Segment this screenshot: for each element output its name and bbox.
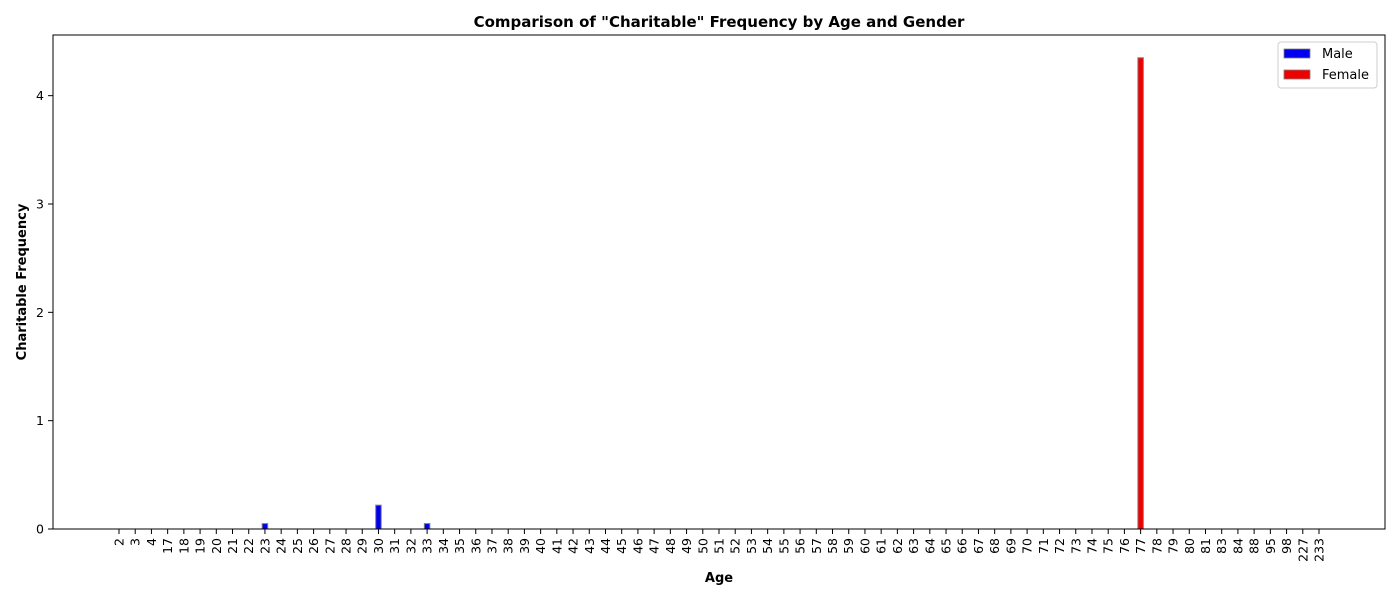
x-tick-label: 39 xyxy=(517,538,532,554)
x-tick-label: 59 xyxy=(841,538,856,554)
x-tick-label: 23 xyxy=(257,538,272,554)
x-tick-label: 26 xyxy=(306,538,321,554)
x-tick-label: 73 xyxy=(1068,538,1083,554)
x-tick-label: 44 xyxy=(598,538,613,554)
x-tick-label: 49 xyxy=(679,538,694,554)
x-tick-label: 40 xyxy=(533,538,548,554)
y-tick-label: 2 xyxy=(36,305,44,320)
legend-swatch-female xyxy=(1283,69,1311,80)
x-tick-label: 233 xyxy=(1312,538,1327,562)
x-tick-label: 98 xyxy=(1279,538,1294,554)
x-tick-label: 24 xyxy=(274,538,289,554)
x-tick-label: 79 xyxy=(1166,538,1181,554)
x-tick-label: 69 xyxy=(1003,538,1018,554)
x-tick-label: 18 xyxy=(176,538,191,554)
x-tick-label: 33 xyxy=(420,538,435,554)
x-tick-label: 36 xyxy=(468,538,483,554)
x-tick-label: 53 xyxy=(744,538,759,554)
y-tick-label: 1 xyxy=(36,413,44,428)
x-tick-label: 45 xyxy=(614,538,629,554)
x-tick-label: 42 xyxy=(566,538,581,554)
plot-frame xyxy=(52,34,1386,530)
x-tick-label: 84 xyxy=(1230,538,1245,554)
x-tick-label: 70 xyxy=(1020,538,1035,554)
x-tick-label: 50 xyxy=(695,538,710,554)
x-axis-label: Age xyxy=(705,571,733,586)
x-tick-label: 35 xyxy=(452,538,467,554)
x-tick-label: 57 xyxy=(809,538,824,554)
chart-title: Comparison of "Charitable" Frequency by … xyxy=(474,13,965,31)
x-tick-label: 19 xyxy=(193,538,208,554)
x-tick-label: 75 xyxy=(1101,538,1116,554)
x-tick-label: 68 xyxy=(987,538,1002,554)
x-tick-label: 64 xyxy=(922,538,937,554)
legend-swatch-male xyxy=(1283,48,1311,59)
x-tick-label: 78 xyxy=(1149,538,1164,554)
x-tick-label: 81 xyxy=(1198,538,1213,554)
bar-male-30 xyxy=(375,504,382,530)
x-tick-label: 66 xyxy=(955,538,970,554)
x-tick-label: 51 xyxy=(712,538,727,554)
x-tick-label: 20 xyxy=(209,538,224,554)
x-tick-label: 27 xyxy=(322,538,337,554)
x-tick-label: 227 xyxy=(1295,538,1310,562)
x-tick-label: 30 xyxy=(371,538,386,554)
y-tick-label: 3 xyxy=(36,197,44,212)
x-tick-label: 22 xyxy=(241,538,256,554)
x-tick-label: 54 xyxy=(760,538,775,554)
bar-male-23 xyxy=(261,523,269,530)
x-tick-label: 2 xyxy=(112,538,127,546)
x-tick-label: 74 xyxy=(1084,538,1099,554)
y-tick-label: 4 xyxy=(36,88,44,103)
x-tick-label: 72 xyxy=(1052,538,1067,554)
x-tick-label: 41 xyxy=(549,538,564,554)
x-tick-label: 55 xyxy=(776,538,791,554)
x-tick-label: 63 xyxy=(906,538,921,554)
x-tick-label: 52 xyxy=(728,538,743,554)
legend: Male Female xyxy=(1277,41,1378,89)
x-tick-label: 34 xyxy=(436,538,451,554)
y-axis-label: Charitable Frequency xyxy=(15,203,30,360)
x-tick-label: 29 xyxy=(355,538,370,554)
x-tick-label: 21 xyxy=(225,538,240,554)
x-tick-label: 58 xyxy=(825,538,840,554)
x-tick-label: 47 xyxy=(647,538,662,554)
legend-label-male: Male xyxy=(1322,47,1353,62)
x-tick-label: 71 xyxy=(1036,538,1051,554)
y-tick-label: 0 xyxy=(36,522,44,537)
x-tick-label: 61 xyxy=(874,538,889,554)
x-tick-label: 48 xyxy=(663,538,678,554)
x-tick-label: 56 xyxy=(793,538,808,554)
x-tick-label: 17 xyxy=(160,538,175,554)
x-tick-label: 37 xyxy=(484,538,499,554)
bar-male-33 xyxy=(423,523,431,530)
x-tick-label: 4 xyxy=(144,538,159,546)
x-tick-label: 25 xyxy=(290,538,305,554)
x-tick-label: 76 xyxy=(1117,538,1132,554)
x-tick-label: 43 xyxy=(582,538,597,554)
x-tick-label: 67 xyxy=(971,538,986,554)
x-tick-label: 38 xyxy=(501,538,516,554)
x-tick-label: 77 xyxy=(1133,538,1148,554)
x-tick-label: 95 xyxy=(1263,538,1278,554)
x-tick-label: 65 xyxy=(939,538,954,554)
x-tick-label: 28 xyxy=(339,538,354,554)
x-tick-label: 32 xyxy=(403,538,418,554)
x-tick-label: 88 xyxy=(1247,538,1262,554)
x-tick-label: 83 xyxy=(1214,538,1229,554)
x-tick-label: 80 xyxy=(1182,538,1197,554)
x-tick-label: 46 xyxy=(630,538,645,554)
bar-female-77 xyxy=(1137,57,1144,530)
x-tick-label: 60 xyxy=(857,538,872,554)
x-tick-label: 3 xyxy=(128,538,143,546)
x-tick-label: 62 xyxy=(890,538,905,554)
legend-label-female: Female xyxy=(1322,68,1369,83)
x-tick-label: 31 xyxy=(387,538,402,554)
